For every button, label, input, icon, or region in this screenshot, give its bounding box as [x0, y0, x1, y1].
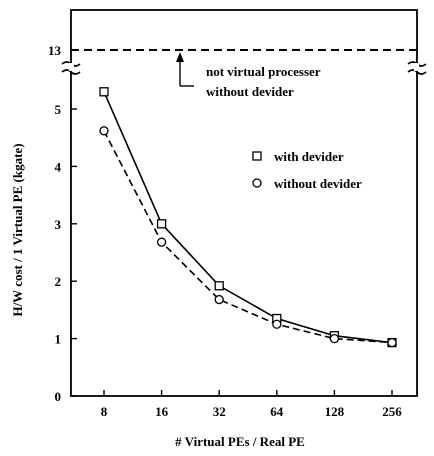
series-line-without-devider: [103, 130, 393, 344]
point-without-devider-256: [387, 337, 397, 348]
x-tick-label-16: 16: [155, 404, 169, 419]
point-without-devider-32: [214, 294, 224, 305]
x-tick-label-128: 128: [325, 404, 345, 419]
y-tick-label-3: 3: [55, 217, 62, 232]
legend-marker-with-devider: [252, 151, 262, 161]
series-line-with-devider: [103, 91, 393, 344]
legend-label-with-devider: with devider: [274, 149, 344, 164]
series-layer: [99, 87, 397, 348]
y-tick-label-2: 2: [55, 274, 62, 289]
annotation: not virtual processer without devider: [176, 52, 321, 99]
y-tick-label-0: 0: [55, 389, 62, 404]
y-axis-label: H/W cost / 1 Virtual PE (kgate): [10, 143, 25, 316]
point-without-devider-16: [156, 237, 167, 247]
legend-marker-without-devider: [252, 178, 262, 188]
y-tick-label-4: 4: [55, 159, 62, 174]
x-tick-label-32: 32: [213, 404, 226, 419]
y-tick-label-13: 13: [48, 43, 62, 58]
annotation-line-2: without devider: [206, 84, 294, 99]
point-with-devider-8: [99, 87, 109, 97]
y-tick-label-1: 1: [55, 332, 62, 347]
x-axis-label: # Virtual PEs / Real PE: [175, 434, 305, 449]
point-without-devider-128: [329, 333, 340, 344]
point-with-devider-16: [156, 219, 167, 229]
x-tick-label-256: 256: [382, 404, 402, 419]
x-tick-label-64: 64: [270, 404, 284, 419]
y-axis-break-gap-left: [69, 63, 74, 71]
point-without-devider-8: [99, 126, 109, 136]
annotation-arrow-head: [176, 52, 184, 62]
annotation-line-1: not virtual processer: [206, 64, 321, 79]
legend-label-without-devider: without devider: [274, 176, 362, 191]
point-with-devider-32: [214, 281, 224, 291]
x-tick-label-8: 8: [101, 404, 108, 419]
legend: with devider without devider: [252, 149, 362, 191]
y-axis-break-gap-right: [414, 63, 419, 71]
point-without-devider-64: [272, 319, 282, 329]
y-tick-label-5: 5: [55, 102, 62, 117]
axis-ticks: 8 16 32 64 128 256 0 1 2 3 4 5 13: [48, 43, 402, 419]
plot-frame: [70, 9, 418, 397]
